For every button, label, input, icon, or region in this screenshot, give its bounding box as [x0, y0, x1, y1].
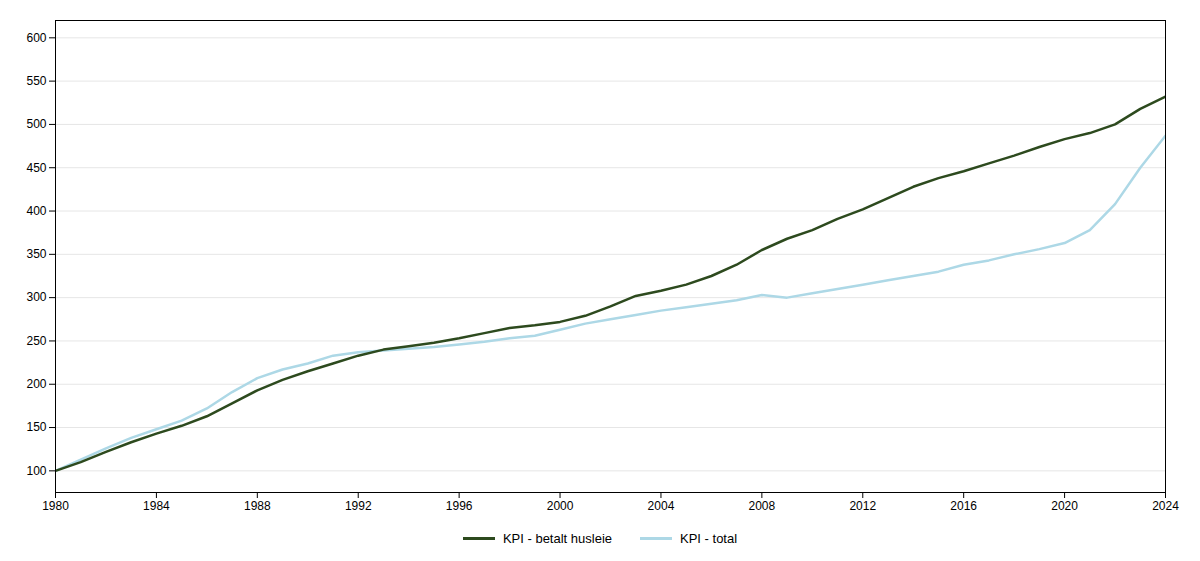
- svg-text:550: 550: [26, 74, 46, 88]
- svg-text:200: 200: [26, 377, 46, 391]
- svg-text:2020: 2020: [1051, 499, 1078, 513]
- svg-text:400: 400: [26, 204, 46, 218]
- svg-text:500: 500: [26, 117, 46, 131]
- svg-text:600: 600: [26, 31, 46, 45]
- svg-text:2004: 2004: [648, 499, 675, 513]
- html-text:KPI - betalt husleie: KPI - betalt husleie: [502, 531, 612, 546]
- svg-text:350: 350: [26, 247, 46, 261]
- svg-text:2008: 2008: [749, 499, 776, 513]
- svg-text:450: 450: [26, 161, 46, 175]
- svg-text:100: 100: [26, 464, 46, 478]
- svg-text:250: 250: [26, 334, 46, 348]
- svg-text:1992: 1992: [345, 499, 372, 513]
- svg-text:2024: 2024: [1152, 499, 1179, 513]
- svg-text:300: 300: [26, 290, 46, 304]
- svg-text:2012: 2012: [849, 499, 876, 513]
- svg-text:1996: 1996: [446, 499, 473, 513]
- svg-text:2000: 2000: [547, 499, 574, 513]
- svg-text:2016: 2016: [950, 499, 977, 513]
- svg-text:1980: 1980: [42, 499, 69, 513]
- svg-text:1988: 1988: [244, 499, 271, 513]
- svg-text:1984: 1984: [143, 499, 170, 513]
- html-text:KPI - total: KPI - total: [680, 531, 738, 546]
- svg-text:150: 150: [26, 420, 46, 434]
